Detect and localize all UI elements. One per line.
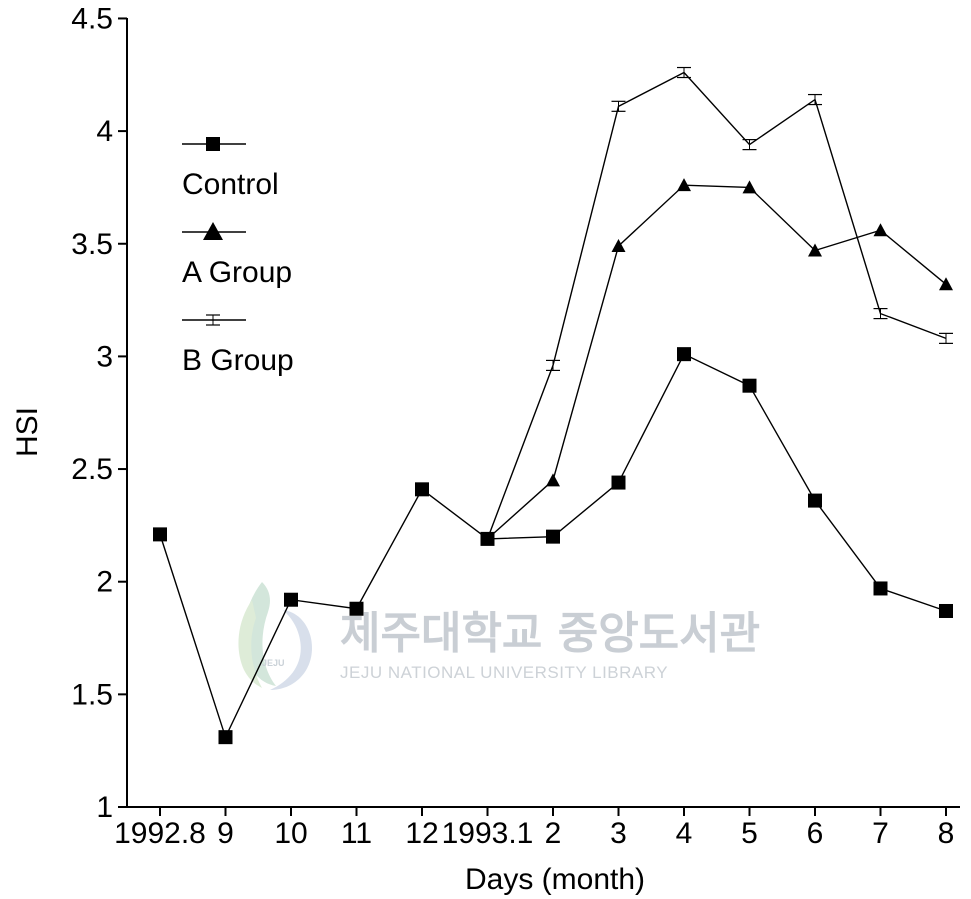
x-tick-label: 9 (217, 817, 234, 850)
data-point-a-group (677, 178, 691, 192)
watermark-korean: 제주대학교 중앙도서관 (340, 608, 760, 659)
x-ticks: 1992.8 9 10 11 12 1993.1 2 3 4 5 6 7 8 (114, 807, 954, 850)
y-tick-label: 4.5 (71, 2, 113, 35)
x-tick-label: 5 (741, 817, 758, 850)
x-tick-label: 12 (405, 817, 438, 850)
y-ticks: 1 1.5 2 2.5 3 3.5 4 4.5 (71, 2, 127, 824)
x-tick-label: 7 (872, 817, 889, 850)
library-logo-icon: JEJU (238, 582, 312, 690)
y-tick-label: 2 (96, 566, 113, 599)
series-line-a-group (487, 184, 947, 540)
data-point-control (939, 603, 953, 618)
y-tick-label: 1.5 (71, 678, 113, 711)
data-point-control (349, 601, 364, 616)
x-axis-title: Days (month) (465, 863, 645, 896)
data-point-control (677, 347, 691, 362)
y-tick-label: 4 (96, 115, 113, 148)
data-point-a-group (742, 180, 757, 194)
data-point-control (415, 482, 429, 497)
data-point-control (742, 378, 757, 393)
x-tick-label: 6 (807, 817, 824, 850)
data-point-control (611, 475, 626, 490)
data-point-b-group (939, 332, 953, 344)
legend-label: Control (182, 168, 279, 201)
x-tick-label: 2 (545, 817, 562, 850)
data-point-b-group (677, 66, 691, 79)
x-tick-label: 11 (341, 817, 372, 850)
watermark-english: JEJU NATIONAL UNIVERSITY LIBRARY (340, 663, 668, 682)
data-point-control (873, 581, 888, 596)
data-point-control (808, 493, 822, 508)
data-point-b-group (873, 307, 888, 320)
data-point-control (480, 531, 495, 546)
legend-label: B Group (182, 344, 294, 377)
data-point-control (153, 527, 167, 542)
data-point-b-group (611, 100, 626, 112)
x-tick-label: 8 (938, 817, 955, 850)
plot-area (153, 66, 953, 745)
x-tick-label: 4 (676, 817, 693, 850)
x-tick-label: 1992.8 (114, 817, 206, 850)
legend-marker (206, 137, 220, 151)
data-point-a-group (873, 223, 888, 237)
data-point-a-group (939, 277, 953, 291)
legend: Control A Group B Group (182, 137, 294, 377)
legend-item-control: Control (182, 137, 279, 201)
data-point-a-group (611, 239, 626, 253)
x-tick-label: 1993.1 (442, 817, 534, 850)
data-point-control (218, 730, 233, 745)
legend-marker (206, 314, 220, 326)
data-point-b-group (808, 93, 822, 106)
y-tick-label: 2.5 (71, 453, 113, 486)
data-point-control (546, 529, 560, 544)
legend-item-b-group: B Group (182, 314, 294, 377)
logo-text: JEJU (262, 658, 285, 668)
y-axis-title: HSI (11, 407, 44, 457)
data-point-a-group (546, 473, 560, 487)
legend-label: A Group (182, 256, 292, 289)
y-tick-label: 3 (96, 340, 113, 373)
x-tick-label: 3 (610, 817, 627, 850)
data-point-control (284, 592, 298, 607)
data-point-a-group (808, 243, 822, 257)
x-tick-label: 10 (274, 817, 307, 850)
legend-item-a-group: A Group (182, 222, 292, 289)
legend-marker (203, 222, 223, 240)
data-point-b-group (546, 359, 560, 372)
watermark: JEJU 제주대학교 중앙도서관 JEJU NATIONAL UNIVERSIT… (238, 582, 760, 690)
series-line-b-group (486, 71, 947, 540)
y-tick-label: 1 (96, 791, 113, 824)
y-tick-label: 3.5 (71, 228, 113, 261)
data-point-b-group (742, 139, 757, 151)
axes: 1 1.5 2 2.5 3 3.5 4 4.5 1992.8 9 10 11 12 1993.1 2 3 4 5… (11, 2, 960, 896)
